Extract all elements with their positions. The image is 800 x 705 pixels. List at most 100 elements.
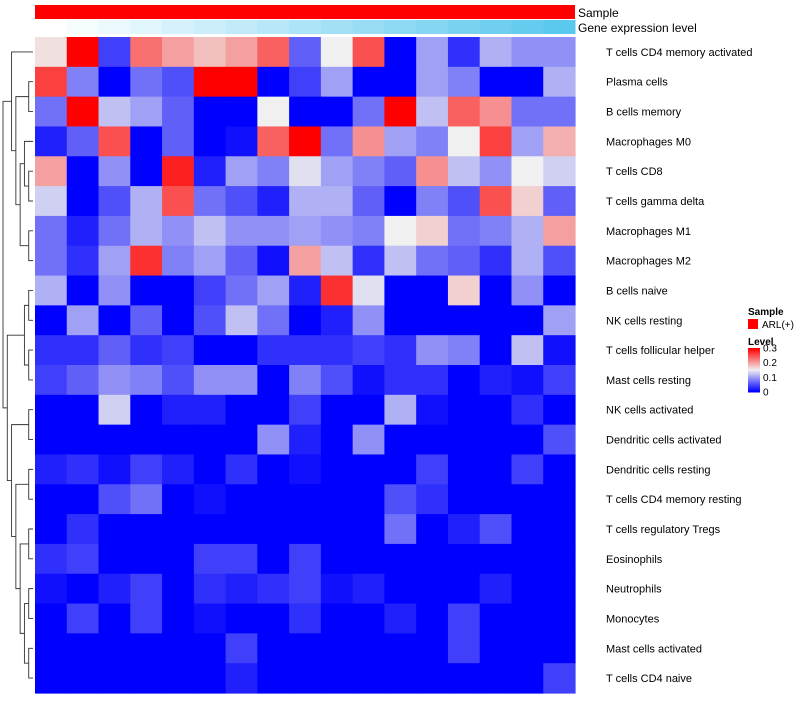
heatmap-cell [66, 543, 100, 575]
row-label: T cells follicular helper [606, 345, 715, 357]
heatmap-cell [225, 633, 258, 664]
heatmap-cell [320, 484, 354, 515]
heatmap-cell [543, 484, 576, 515]
heatmap-cell [352, 126, 386, 157]
heatmap-cell [193, 633, 227, 664]
heatmap-cell [320, 603, 354, 634]
heatmap-cell [130, 573, 163, 605]
heatmap-cell [257, 454, 290, 485]
heatmap-cell [98, 514, 131, 545]
annotation-cell-expression [320, 20, 354, 34]
heatmap-cell [98, 454, 131, 485]
heatmap-cell [416, 245, 449, 277]
legend-level-gradient-step [748, 360, 760, 362]
heatmap-cell [257, 514, 290, 545]
heatmap-cell [289, 186, 322, 217]
legend-level-gradient-step [748, 354, 760, 357]
heatmap-cell [543, 335, 576, 366]
heatmap-cell [130, 275, 163, 306]
heatmap-cell [225, 156, 258, 187]
heatmap-cell [352, 215, 386, 247]
heatmap-cell [352, 335, 386, 366]
heatmap-cell [225, 335, 258, 366]
heatmap-cell [193, 394, 227, 426]
row-labels: T cells CD4 memory activated Plasma cells… [606, 47, 753, 685]
legend-level-gradient-step [748, 383, 760, 385]
heatmap-cell [416, 633, 449, 664]
annotation-cell-expression [384, 20, 417, 34]
heatmap-cell [257, 573, 290, 605]
heatmap-cell [35, 365, 68, 396]
heatmap-cell [352, 514, 386, 545]
heatmap-cell [384, 573, 417, 605]
heatmap-cell [193, 305, 227, 336]
heatmap-cell [66, 424, 100, 456]
heatmap-cell [130, 126, 163, 157]
heatmap-cell [416, 156, 449, 187]
heatmap-cell [543, 186, 576, 217]
heatmap-cell [543, 66, 576, 98]
legend-level-tick-label: 0.3 [763, 344, 777, 355]
heatmap-cell [66, 126, 100, 157]
heatmap-cell [479, 573, 513, 605]
heatmap-cell [225, 96, 258, 128]
legend-level-gradient-step [748, 385, 760, 387]
heatmap-cell [416, 335, 449, 366]
heatmap-cell [511, 663, 544, 694]
heatmap-cell [98, 245, 131, 277]
heatmap-cell [447, 245, 481, 277]
dendrogram-branch [28, 528, 33, 560]
heatmap-cell [257, 484, 290, 515]
heatmap-cell [511, 96, 544, 128]
heatmap-cell [289, 96, 322, 128]
heatmap-cell [352, 424, 386, 456]
heatmap-cell [257, 37, 290, 68]
heatmap-cell [225, 126, 258, 157]
row-label: B cells memory [606, 107, 682, 119]
heatmap-cell [98, 543, 131, 575]
dendrogram-branch [11, 424, 29, 537]
heatmap-cell [130, 37, 163, 68]
heatmap-cell [352, 394, 386, 426]
heatmap-cell [320, 394, 354, 426]
heatmap-cell [98, 603, 131, 634]
dendrogram-branch [28, 588, 33, 619]
heatmap-cell [479, 96, 513, 128]
heatmap-cell [130, 484, 163, 515]
heatmap-cell [511, 215, 544, 247]
heatmap-cell [162, 454, 195, 485]
legend-level-gradient-step [748, 366, 760, 369]
heatmap-cell [193, 514, 227, 545]
dendrogram-branch [23, 304, 29, 366]
heatmap-cell [543, 96, 576, 128]
heatmap-cell [352, 603, 386, 634]
heatmap-cell [193, 454, 227, 485]
heatmap-cell [98, 37, 131, 68]
legend-level-gradient-step [748, 388, 760, 391]
legend-level-gradient-step [748, 356, 760, 359]
heatmap-cell [98, 275, 131, 306]
heatmap-cell [130, 663, 163, 694]
heatmap-cell [98, 335, 131, 366]
heatmap-cell [384, 245, 417, 277]
heatmap-cell [98, 365, 131, 396]
heatmap-cell [447, 484, 481, 515]
heatmap-cell [384, 394, 417, 426]
dendrogram-branch [28, 409, 33, 440]
heatmap-cell [162, 96, 195, 128]
annotation-label-expression: Gene expression level [578, 21, 697, 35]
heatmap-cell [479, 424, 513, 456]
annotation-cell-expression [35, 20, 68, 34]
heatmap-cell [289, 66, 322, 98]
legend-level-gradient-step [748, 362, 760, 364]
dendrogram-branch [23, 603, 29, 664]
heatmap-cell [479, 543, 513, 575]
heatmap-cell [384, 305, 417, 336]
heatmap-cell [35, 305, 68, 336]
dendrogram-branch [15, 96, 29, 206]
heatmap-cell [66, 186, 100, 217]
heatmap-cell [479, 126, 513, 157]
heatmap-cell [384, 484, 417, 515]
heatmap-cell [225, 37, 258, 68]
heatmap-cell [289, 215, 322, 247]
